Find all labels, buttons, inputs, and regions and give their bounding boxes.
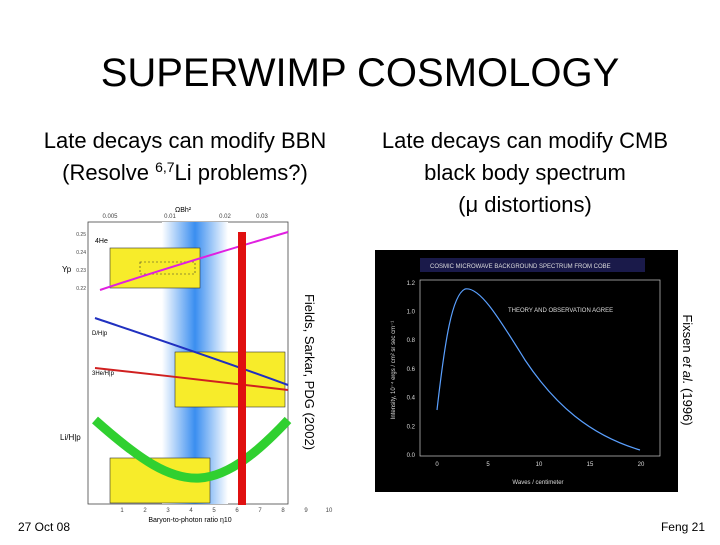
x-label: Waves / centimeter [512,480,563,486]
title-bar [420,258,645,272]
y-label: Intensity, 10⁻⁴ ergs / cm² sr sec cm⁻¹ [390,321,397,420]
y-tick-label: 0.23 [76,268,86,274]
credit: Fixsen et al. (1996) [680,314,695,425]
x-tick-label: 5 [486,462,490,468]
x-tick-label: 4 [189,508,193,514]
y-tick-label: 0.2 [407,424,416,430]
plot-title: COSMIC MICROWAVE BACKGROUND SPECTRUM FRO… [430,264,611,270]
left-text: Late decays can modify BBN [44,128,326,153]
x-tick-label: 1 [120,508,124,514]
y-tick-label: 0.24 [76,250,86,256]
top-tick-label: 0.02 [219,214,231,220]
x-tick-label: 15 [587,462,594,468]
text: (Resolve [62,160,155,185]
footer-date: 27 Oct 08 [18,520,70,534]
axes [419,279,661,457]
credit: Fields, Sarkar, PDG (2002) [302,294,317,450]
y-tick-label: 1.2 [407,281,416,287]
y-tick-label: 0.0 [407,453,416,459]
x-tick-label: 9 [304,508,308,514]
right-text: Late decays can modify CMB [382,128,668,153]
red-line [238,232,246,505]
x-tick-label: 20 [638,462,645,468]
y-tick-label: 1.0 [407,310,416,316]
he-label: 4He [95,238,108,245]
box [139,261,196,275]
d-label: D/H|p [92,331,108,337]
footer-page: Feng 21 [661,520,705,534]
bbn-figure: Fields, Sarkar, PDG (2002) [87,221,317,505]
y-tick-label: 0.25 [76,232,86,238]
x-tick-label: 3 [166,508,170,514]
x-tick-label: 7 [258,508,262,514]
top-tick-label: 0.01 [164,214,176,220]
x-tick-label: 0 [435,462,439,468]
y-tick-label: 0.4 [407,396,416,402]
x-tick-label: 2 [143,508,147,514]
li-label: Li/H|p [60,433,81,442]
superscript: 6,7 [155,159,175,175]
x-tick-label: 8 [281,508,285,514]
ticks: 0.0 0.2 0.4 0.6 0.8 1.0 1.2 0 5 10 15 20 [407,281,645,468]
x-label: Baryon-to-photon ratio η10 [148,517,231,524]
text: (1996) [680,384,695,425]
y-tick-label: 0.22 [76,286,86,292]
curve [92,416,292,483]
text: Fixsen [680,314,695,356]
top-tick-label: 0.005 [102,214,118,220]
x-tick-label: 5 [212,508,216,514]
x-tick-label: 6 [235,508,239,514]
note: THEORY AND OBSERVATION AGREE [508,308,613,314]
y-tick-label: 0.6 [407,367,416,373]
top-label: ΩBh² [175,207,192,214]
labels: 0.005 0.01 0.02 0.03 ΩBh² 4He Yp 0.25 0.24 0.23 0.… [60,207,333,524]
text: et al. [680,356,695,384]
he3-label: 3He/H|p [92,371,115,377]
y-tick-label: 0.8 [407,338,416,344]
x-tick-label: 10 [326,508,333,514]
spectrum-curve [436,288,641,451]
frame [375,250,678,492]
cmb-figure: COSMIC MICROWAVE BACKGROUND SPECTRUM FRO… [375,250,695,492]
right-text: black body spectrum [424,160,626,185]
curve [99,231,289,291]
x-tick-label: 10 [536,462,543,468]
top-tick-label: 0.03 [256,214,268,220]
curve [94,317,289,386]
yp-label: Yp [62,265,72,274]
right-text: (μ distortions) [458,192,592,217]
curve [94,367,289,391]
text: Li problems?) [175,160,308,185]
left-text: (Resolve 6,7Li problems?) [62,159,308,185]
title: SUPERWIMP COSMOLOGY [101,51,620,95]
